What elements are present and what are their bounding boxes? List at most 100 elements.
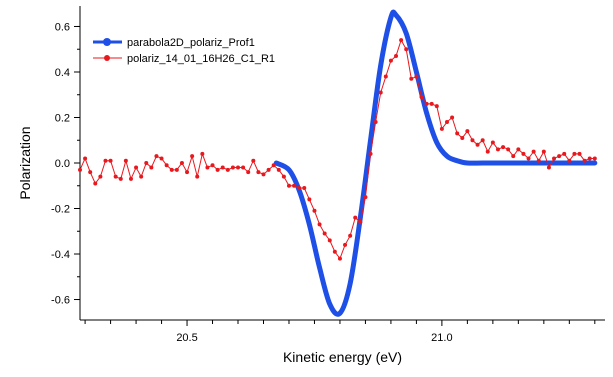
data-point: [343, 242, 348, 247]
data-point: [567, 158, 572, 163]
data-point: [368, 151, 373, 156]
data-point: [251, 158, 256, 163]
data-point: [358, 220, 363, 225]
data-point: [592, 156, 597, 161]
legend-swatch-marker: [104, 55, 110, 61]
data-point: [404, 47, 409, 52]
data-point: [465, 129, 470, 134]
data-point: [200, 151, 205, 156]
data-point: [297, 186, 302, 191]
data-point: [103, 158, 108, 163]
data-point: [531, 149, 536, 154]
data-point: [144, 161, 149, 165]
x-tick-label: 21.0: [431, 332, 452, 344]
data-point: [475, 142, 480, 147]
data-point: [185, 170, 190, 175]
data-point: [511, 154, 516, 159]
y-tick-label: -0.6: [51, 295, 70, 307]
data-point: [383, 74, 388, 79]
data-point: [327, 238, 332, 243]
data-point: [485, 149, 490, 154]
data-point: [236, 165, 241, 170]
data-point: [439, 126, 444, 131]
axes: -0.6 -0.4 -0.2 0.0 0.2 0.4 0.6 20.5 21.0: [51, 6, 605, 344]
data-point: [210, 163, 215, 168]
data-point: [490, 140, 495, 145]
data-point: [302, 186, 307, 191]
data-point: [190, 154, 195, 159]
data-point: [261, 172, 266, 177]
data-point: [271, 163, 276, 168]
data-point: [470, 138, 475, 143]
data-point: [501, 145, 506, 150]
data-point: [506, 147, 511, 152]
data-point: [348, 233, 353, 238]
data-point: [88, 170, 93, 175]
data-point: [582, 158, 587, 163]
data-point: [256, 170, 261, 175]
data-point: [322, 231, 327, 236]
data-point: [154, 154, 159, 159]
data-point: [562, 151, 567, 156]
x-axis-label: Kinetic energy (eV): [283, 349, 402, 365]
data-point: [419, 95, 424, 100]
data-point: [215, 167, 220, 172]
data-point: [409, 76, 414, 81]
data-point: [113, 174, 118, 179]
y-tick-label: 0.2: [55, 112, 70, 124]
data-point: [281, 174, 286, 179]
data-point: [424, 101, 429, 106]
data-point: [414, 74, 419, 79]
data-point: [557, 154, 562, 159]
data-point: [307, 197, 312, 202]
data-point: [429, 101, 434, 106]
data-point: [450, 115, 455, 120]
data-point: [246, 170, 251, 175]
data-point: [276, 167, 281, 172]
data-point: [205, 165, 210, 170]
data-point: [516, 147, 521, 152]
legend: parabola2D_polariz_Prof1 polariz_14_01_16…: [93, 37, 275, 65]
data-point: [93, 181, 98, 186]
legend-swatch-marker: [103, 38, 111, 46]
data-point: [394, 54, 399, 59]
data-point: [230, 165, 235, 170]
y-tick-label: 0.0: [55, 158, 70, 170]
data-point: [587, 156, 592, 161]
data-point: [434, 104, 439, 109]
data-point: [195, 174, 200, 179]
data-point: [159, 156, 164, 161]
series-line-parabola2D_polariz_Prof1: [273, 9, 598, 317]
data-point: [373, 120, 378, 125]
data-point: [225, 167, 230, 172]
legend-entry: parabola2D_polariz_Prof1: [127, 37, 255, 49]
data-point: [378, 90, 383, 95]
data-point: [495, 147, 500, 152]
data-point: [179, 161, 184, 165]
data-point: [149, 165, 154, 170]
data-point: [577, 151, 582, 156]
data-point: [388, 58, 393, 63]
data-point: [220, 165, 225, 170]
data-point: [536, 158, 541, 163]
y-tick-label: -0.2: [51, 204, 70, 216]
data-point: [241, 165, 246, 170]
data-point: [444, 120, 449, 125]
data-point: [78, 167, 82, 172]
data-point: [480, 138, 485, 143]
data-point: [174, 167, 179, 172]
data-point: [521, 151, 526, 156]
data-point: [455, 131, 460, 136]
y-tick-label: 0.4: [55, 67, 70, 79]
data-point: [353, 215, 358, 220]
y-tick-label: 0.6: [55, 21, 70, 33]
data-point: [266, 167, 271, 172]
data-point: [332, 249, 337, 254]
data-point: [169, 167, 174, 172]
series-layer: [78, 9, 598, 317]
data-point: [317, 222, 322, 227]
data-point: [337, 256, 342, 261]
data-point: [292, 183, 297, 188]
data-point: [139, 174, 144, 179]
